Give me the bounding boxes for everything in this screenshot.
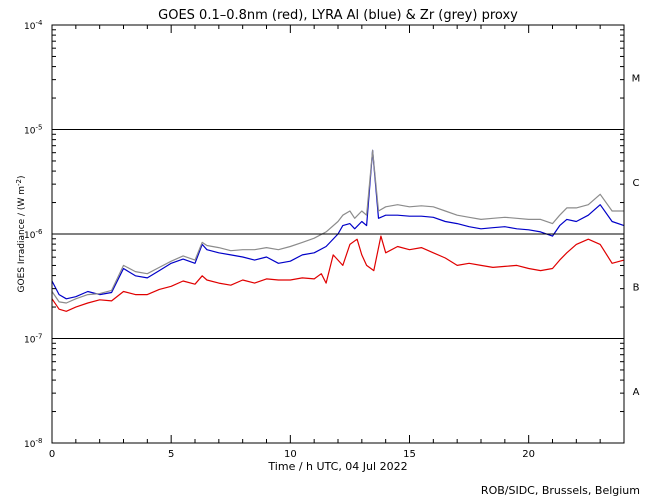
credit-text: ROB/SIDC, Brussels, Belgium <box>481 484 640 497</box>
series-line <box>51 149 624 304</box>
y-axis-label-exponent: -2 <box>15 179 23 186</box>
y-tick-base: 10 <box>24 231 36 241</box>
y-axis-label-prefix: GOES Irradiance / (W m <box>17 186 27 292</box>
y-tick-label: 10-4 <box>24 19 43 32</box>
x-tick-label: 5 <box>168 449 174 460</box>
flare-class-label: C <box>633 178 640 189</box>
x-axis: 0 5 10 15 20 <box>49 25 625 460</box>
flare-class-label: M <box>632 73 641 84</box>
x-tick-label: 0 <box>49 449 55 460</box>
x-tick-label: 10 <box>284 449 297 460</box>
y-tick-exponent: -6 <box>35 228 43 236</box>
flare-class-label: A <box>633 387 640 398</box>
y-axis-label: GOES Irradiance / (W m-2) <box>15 176 27 293</box>
y-tick-label: 10-8 <box>24 437 42 450</box>
y-axis: 10-810-710-610-510-4 <box>24 19 624 450</box>
x-tick-label: 15 <box>403 449 416 460</box>
y-tick-base: 10 <box>24 440 36 450</box>
y-tick-base: 10 <box>24 336 36 346</box>
y-tick-base: 10 <box>24 127 36 137</box>
y-tick-exponent: -8 <box>35 437 42 445</box>
flare-class-lines <box>52 129 624 339</box>
y-axis-label-suffix: ) <box>17 176 27 180</box>
y-tick-label: 10-7 <box>24 333 42 346</box>
x-tick-label: 20 <box>522 449 535 460</box>
series-line <box>51 235 625 312</box>
x-axis-label: Time / h UTC, 04 Jul 2022 <box>267 460 407 473</box>
chart-title: GOES 0.1–0.8nm (red), LYRA Al (blue) & Z… <box>158 8 518 23</box>
series-line <box>51 149 625 300</box>
y-tick-label: 10-5 <box>24 124 42 137</box>
y-tick-exponent: -7 <box>35 333 42 341</box>
flare-class-labels: A B C M <box>632 73 641 398</box>
flare-class-label: B <box>633 282 640 293</box>
y-tick-label: 10-6 <box>24 228 43 241</box>
y-tick-exponent: -4 <box>35 19 43 27</box>
series-layer <box>51 149 625 312</box>
y-tick-base: 10 <box>24 22 36 32</box>
y-tick-exponent: -5 <box>35 124 42 132</box>
